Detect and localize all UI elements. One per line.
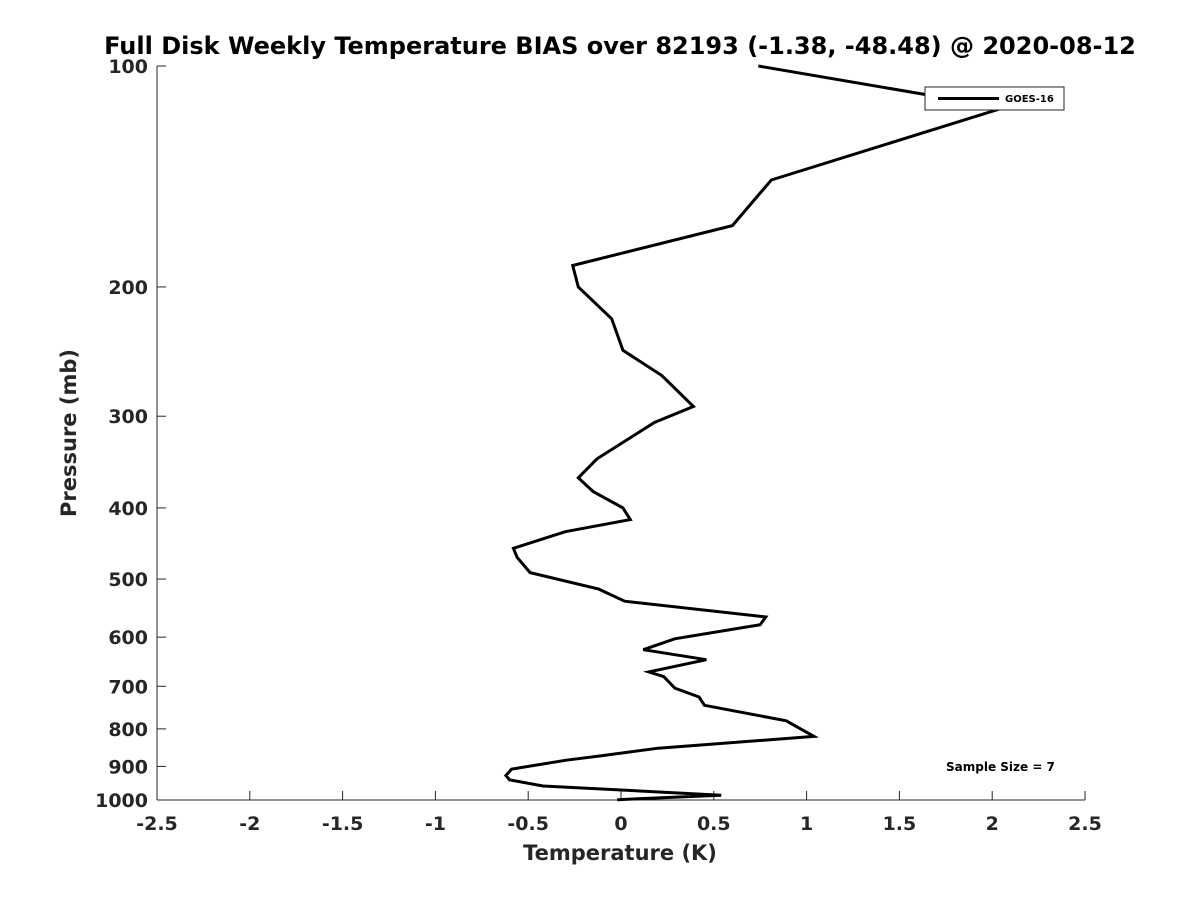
y-tick-label: 700: [108, 676, 148, 698]
y-tick-label: 200: [108, 277, 148, 299]
y-axis-ticks: 100 200 300 400 500 600 700 800 900 1000: [95, 56, 166, 812]
x-tick-label: 0: [614, 813, 627, 835]
y-tick-label: 600: [108, 627, 148, 649]
x-tick-label: 2.5: [1068, 813, 1102, 835]
x-tick-label: -2.5: [136, 813, 178, 835]
x-tick-label: 1.5: [883, 813, 917, 835]
x-axis-ticks: -2.5 -2 -1.5 -1 -0.5 0 0.5 1 1.5 2 2.5: [136, 791, 1102, 835]
y-tick-label: 100: [108, 56, 148, 78]
x-tick-label: 1: [800, 813, 813, 835]
y-tick-label: 300: [108, 406, 148, 428]
y-axis-label: Pressure (mb): [57, 349, 81, 517]
y-tick-label: 800: [108, 719, 148, 741]
x-tick-label: 0.5: [697, 813, 731, 835]
x-tick-label: -1.5: [322, 813, 364, 835]
x-tick-label: -1: [425, 813, 446, 835]
x-axis-label: Temperature (K): [523, 841, 717, 865]
y-tick-label: 400: [108, 498, 148, 520]
legend: GOES-16: [924, 86, 1065, 111]
y-tick-label: 1000: [95, 790, 148, 812]
legend-entry-label: GOES-16: [1005, 94, 1054, 105]
sample-size-annotation: Sample Size = 7: [946, 760, 1055, 774]
series-layer: [503, 64, 1004, 802]
y-tick-label: 900: [108, 756, 148, 778]
series-line-0: [503, 64, 1004, 802]
x-tick-label: 2: [986, 813, 999, 835]
x-tick-label: -0.5: [507, 813, 549, 835]
chart-title: Full Disk Weekly Temperature BIAS over 8…: [104, 32, 1136, 60]
y-tick-label: 500: [108, 569, 148, 591]
x-tick-label: -2: [239, 813, 260, 835]
